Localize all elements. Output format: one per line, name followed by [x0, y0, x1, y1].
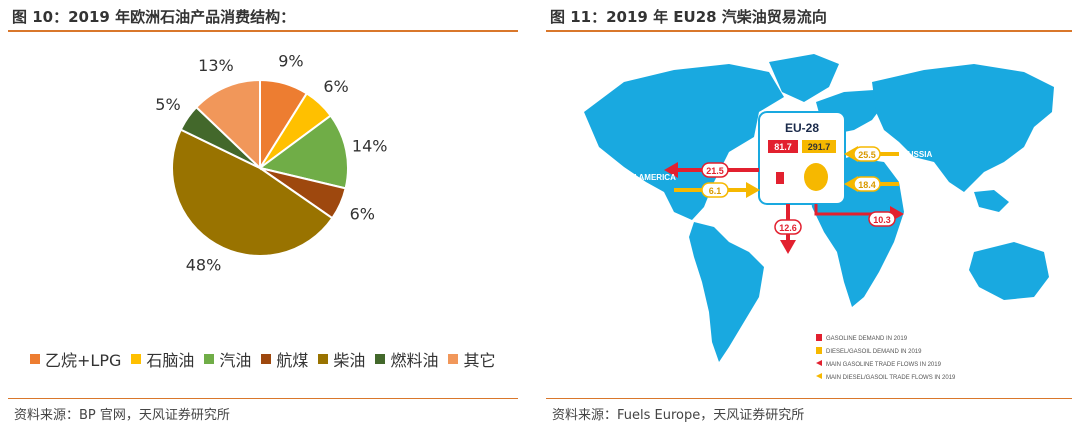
legend-label-6: 其它 [463, 351, 496, 370]
pie-label-0: 9% [278, 51, 303, 70]
pie-slice-6 [194, 78, 261, 171]
legend-swatch-6 [448, 354, 459, 364]
label-asia-gasoline: ASIA [902, 216, 921, 225]
legend-item-3: 航煤 [261, 347, 308, 371]
legend-item-5: 燃料油 [375, 347, 438, 371]
flow-gasoline-na-value: 21.5 [706, 166, 724, 176]
legend-swatch-5 [375, 354, 386, 364]
label-africa: AFRICA [800, 247, 830, 256]
left-top-rule [8, 30, 518, 32]
gasoline-demand-badge [768, 140, 798, 153]
flow-diesel-north-america: 6.1 [674, 182, 760, 198]
flow-diesel-asia: 18.4 ASIA [844, 176, 921, 192]
flow-diesel-asia-value: 18.4 [858, 180, 876, 190]
flow-gasoline-north-america: 21.5 [664, 162, 759, 178]
right-figure-panel: 图 11：2019 年 EU28 汽柴油贸易流向 [546, 0, 1072, 429]
map-legend: GASOLINE DEMAND IN 2019 DIESEL/GASOIL DE… [816, 334, 956, 381]
flow-gasoline-asia: 10.3 ASIA [814, 204, 921, 227]
left-figure-title: 图 10：2019 年欧洲石油产品消费结构： [12, 8, 296, 26]
legend-item-0: 乙烷+LPG [30, 347, 121, 371]
flow-diesel-russia: 25.5 RUSSIA [844, 146, 932, 162]
legend-swatch-1 [131, 354, 142, 364]
gasoline-demand-value: 81.7 [774, 142, 792, 152]
map-legend-gasoline-flows: MAIN GASOLINE TRADE FLOWS IN 2019 [826, 362, 942, 368]
left-figure-panel: 图 10：2019 年欧洲石油产品消费结构： 9% 6% 14% 6% 48% 5% 13%… [8, 0, 518, 429]
pie-label-3: 6% [350, 205, 375, 224]
legend-swatch-2 [204, 354, 215, 364]
left-bottom-rule [8, 398, 518, 399]
legend-item-1: 石脑油 [131, 347, 194, 371]
legend-swatch-4 [318, 354, 329, 364]
left-source: 资料来源：BP 官网，天风证券研究所 [14, 408, 230, 423]
right-bottom-rule [546, 398, 1072, 399]
pie-label-6: 13% [198, 56, 234, 75]
legend-label-3: 航煤 [276, 351, 309, 370]
flow-diesel-russia-value: 25.5 [858, 150, 876, 160]
right-source: 资料来源：Fuels Europe，天风证券研究所 [552, 408, 805, 423]
pie-chart: 9% 6% 14% 6% 48% 5% 13% [155, 51, 388, 275]
legend-label-0: 乙烷+LPG [45, 351, 122, 370]
diesel-barrel-icon [804, 163, 828, 191]
label-russia: RUSSIA [902, 150, 932, 159]
legend-label-2: 汽油 [219, 351, 252, 370]
world-map-graphic: EU-28 81.7 291.7 21.5 6.1 [584, 54, 1054, 381]
legend-label-4: 柴油 [333, 351, 366, 370]
label-north-america: NORTH AMERICA [608, 173, 676, 182]
legend-item-2: 汽油 [204, 347, 251, 371]
legend-swatch-0 [30, 354, 40, 364]
label-asia-diesel: ASIA [902, 180, 921, 189]
legend-swatch-3 [261, 354, 272, 364]
flow-gasoline-asia-value: 10.3 [873, 215, 891, 225]
pie-legend: 乙烷+LPG 石脑油 汽油 航煤 柴油 燃料油 其它 [30, 347, 495, 371]
continents [584, 54, 1054, 362]
right-figure-title: 图 11：2019 年 EU28 汽柴油贸易流向 [550, 8, 827, 26]
flow-gasoline-africa: 12.6 AFRICA [774, 204, 830, 256]
pie-label-2: 14% [352, 137, 388, 156]
pie-label-4: 48% [186, 256, 222, 275]
world-trade-map: EU-28 81.7 291.7 21.5 6.1 [554, 42, 1066, 390]
pie-label-5: 5% [155, 95, 180, 114]
pie-slice-2 [257, 114, 349, 190]
gasoline-pump-icon [776, 172, 784, 184]
map-legend-diesel-demand: DIESEL/GASOIL DEMAND IN 2019 [826, 349, 922, 355]
right-top-rule [546, 30, 1072, 32]
eu28-box: EU-28 81.7 291.7 [758, 111, 846, 205]
map-legend-diesel-flows: MAIN DIESEL/GASOIL TRADE FLOWS IN 2019 [826, 375, 956, 381]
diesel-demand-value: 291.7 [808, 142, 831, 152]
legend-label-5: 燃料油 [390, 351, 439, 370]
diesel-demand-badge [802, 140, 836, 153]
eu28-box-title: EU-28 [785, 121, 819, 135]
flow-diesel-na-value: 6.1 [709, 186, 722, 196]
legend-item-6: 其它 [448, 347, 495, 371]
pie-label-1: 6% [323, 77, 348, 96]
pie-slice-4 [171, 128, 334, 257]
legend-item-4: 柴油 [318, 347, 365, 371]
map-legend-gasoline-demand: GASOLINE DEMAND IN 2019 [826, 336, 908, 342]
flow-gasoline-africa-value: 12.6 [779, 223, 797, 233]
legend-label-1: 石脑油 [146, 351, 195, 370]
